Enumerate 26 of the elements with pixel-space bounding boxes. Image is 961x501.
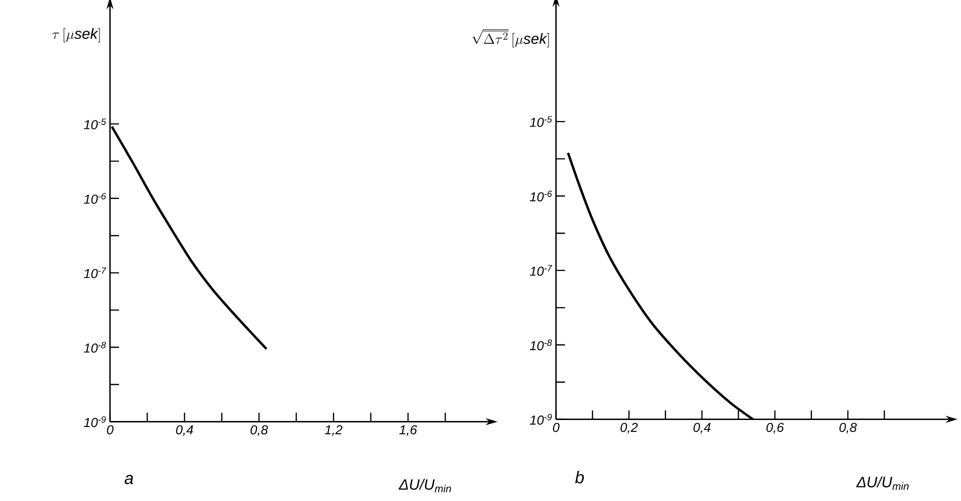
y-tick-label: 10$^{-6}$	[530, 190, 552, 202]
text: b	[575, 470, 584, 484]
x-tick-label: 0	[106, 425, 114, 434]
x-tick-label: 0,8	[839, 422, 857, 434]
x-tick-label: 0	[552, 422, 560, 432]
y-tick-label: 10$^{-7}$	[530, 265, 552, 276]
x-tick-label: 0,2	[620, 422, 638, 434]
y-axis-title: $\tau\,[\mu\mathit{sek}]$	[52, 28, 100, 42]
y-tick-label: 10$^{-6}$	[84, 193, 106, 204]
text: a	[124, 474, 134, 484]
x-tick-label: 1,6	[399, 425, 418, 436]
x-axis-title: ΔU/U$_{min}$	[398, 478, 451, 492]
x-tick-label: 1,2	[324, 425, 342, 436]
x-axis-title: ΔU/U$_{min}$	[856, 476, 909, 490]
y-tick-label: 10$^{-8}$	[530, 339, 552, 350]
y-tick-label: 10$^{-5}$	[530, 116, 552, 127]
y-axis-title: $\sqrt{\overline{\Delta\tau^{2}}}\,[\mu\mathit{sek}]$	[472, 30, 549, 48]
y-tick-label: 10$^{-8}$	[84, 342, 106, 353]
y-tick-label: 10$^{-5}$	[84, 118, 106, 130]
y-tick-label: 10$^{-9}$	[530, 414, 552, 425]
x-tick-label: 0,4	[693, 422, 710, 434]
y-tick-label: 10$^{-7}$	[84, 267, 106, 278]
y-tick-label: 10$^{-9}$	[84, 416, 106, 428]
x-tick-label: 0,8	[250, 425, 268, 436]
x-tick-label: 0,6	[766, 422, 784, 434]
x-tick-label: 0,4	[176, 425, 194, 436]
